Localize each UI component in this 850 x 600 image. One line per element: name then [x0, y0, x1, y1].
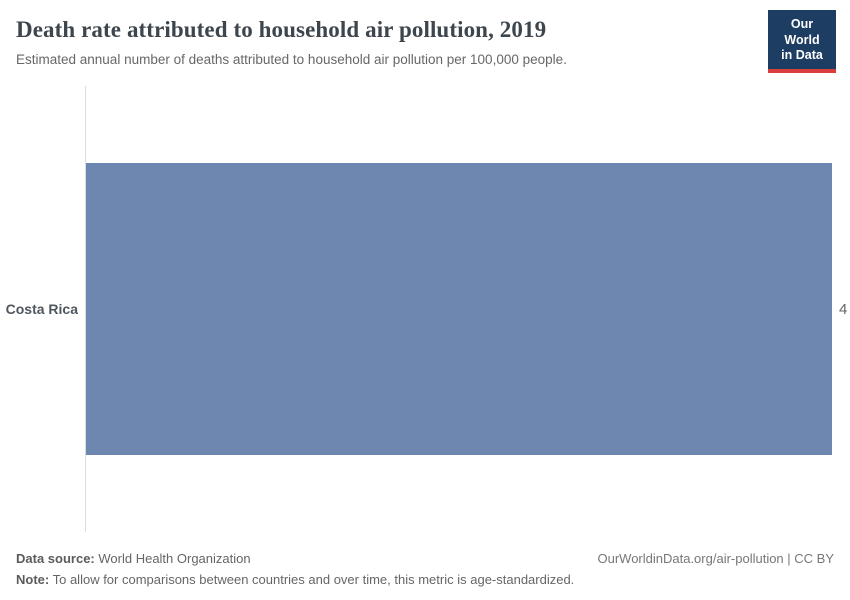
- chart-header: Death rate attributed to household air p…: [0, 0, 850, 73]
- chart-subtitle: Estimated annual number of deaths attrib…: [16, 51, 567, 67]
- owid-logo-line2: in Data: [781, 48, 823, 63]
- bar-chart: Costa Rica 4: [0, 86, 850, 533]
- chart-footer: Data source: World Health Organization O…: [16, 549, 834, 591]
- value-label: 4: [839, 300, 848, 318]
- page-title: Death rate attributed to household air p…: [16, 17, 547, 42]
- bar-row: Costa Rica 4: [0, 86, 850, 532]
- owid-logo: Our World in Data: [768, 10, 836, 73]
- data-source-text: Data source: World Health Organization: [16, 549, 251, 570]
- footer-line-1: Data source: World Health Organization O…: [16, 549, 834, 570]
- bar-track: 4: [86, 163, 850, 456]
- note-value: To allow for comparisons between countri…: [52, 571, 575, 587]
- owid-logo-line1: Our World: [784, 17, 820, 47]
- footer-note: Note: To allow for comparisons between c…: [16, 570, 834, 591]
- bar[interactable]: [86, 163, 832, 456]
- note-label: Note:: [16, 571, 50, 587]
- attribution-text: OurWorldinData.org/air-pollution | CC BY: [597, 551, 834, 567]
- data-source-label: Data source:: [16, 551, 95, 567]
- bar-rows: Costa Rica 4: [0, 86, 850, 532]
- category-label: Costa Rica: [5, 301, 78, 318]
- y-axis-line: [85, 86, 86, 533]
- data-source-value: World Health Organization: [98, 551, 251, 567]
